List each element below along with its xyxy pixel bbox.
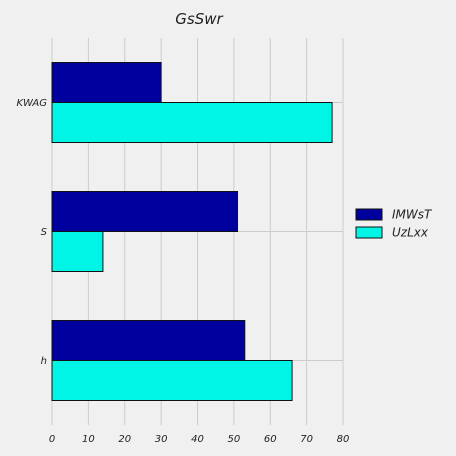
legend: IMWsT UzLxx bbox=[355, 208, 433, 240]
bar-UzLxx-KWAG bbox=[51, 102, 333, 143]
y-tick-label: KWAG bbox=[16, 98, 47, 109]
x-tick-label: 50 bbox=[228, 434, 241, 445]
x-tick-label: 10 bbox=[82, 434, 95, 445]
x-tick-label: 70 bbox=[300, 434, 313, 445]
x-axis-ticks: 0 10 20 30 40 50 60 70 80 bbox=[49, 434, 350, 445]
legend-label: UzLxx bbox=[392, 226, 429, 240]
bar-IMWsT-KWAG bbox=[51, 62, 162, 103]
bar-IMWsT-h bbox=[51, 320, 246, 361]
x-tick-label: 30 bbox=[155, 434, 168, 445]
y-axis-ticks: KWAG Sh bbox=[16, 98, 47, 367]
bar-UzLxx-h bbox=[51, 360, 293, 401]
legend-swatch bbox=[355, 226, 383, 239]
x-tick-label: 20 bbox=[118, 434, 131, 445]
x-tick-label: 40 bbox=[191, 434, 204, 445]
legend-swatch bbox=[355, 208, 383, 221]
x-tick-label: 60 bbox=[264, 434, 277, 445]
x-tick-label: 80 bbox=[337, 434, 350, 445]
bar-IMWsT-S bbox=[51, 191, 239, 232]
y-tick-label: S bbox=[41, 227, 48, 238]
bars bbox=[51, 62, 333, 401]
x-tick-label: 0 bbox=[49, 434, 55, 445]
chart-title: GsSwr bbox=[175, 10, 223, 28]
y-tick-label: h bbox=[41, 356, 47, 367]
bar-UzLxx-S bbox=[51, 231, 104, 272]
legend-label: IMWsT bbox=[392, 208, 433, 222]
